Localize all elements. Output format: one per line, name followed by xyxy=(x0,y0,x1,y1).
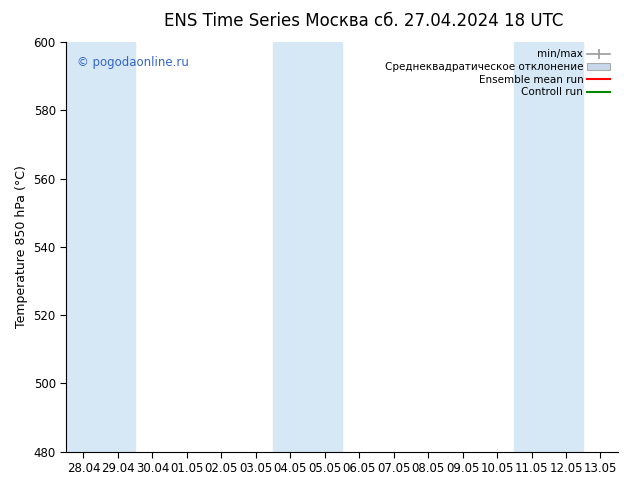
Y-axis label: Temperature 850 hPa (°C): Temperature 850 hPa (°C) xyxy=(15,166,28,328)
Bar xyxy=(514,42,583,452)
Legend: min/max, Среднеквадратическое отклонение, Ensemble mean run, Controll run: min/max, Среднеквадратическое отклонение… xyxy=(383,47,612,99)
Bar xyxy=(66,42,135,452)
Text: ENS Time Series Москва: ENS Time Series Москва xyxy=(164,12,368,30)
Text: © pogodaonline.ru: © pogodaonline.ru xyxy=(77,56,189,70)
Bar xyxy=(273,42,342,452)
Text: сб. 27.04.2024 18 UTC: сб. 27.04.2024 18 UTC xyxy=(375,12,564,30)
